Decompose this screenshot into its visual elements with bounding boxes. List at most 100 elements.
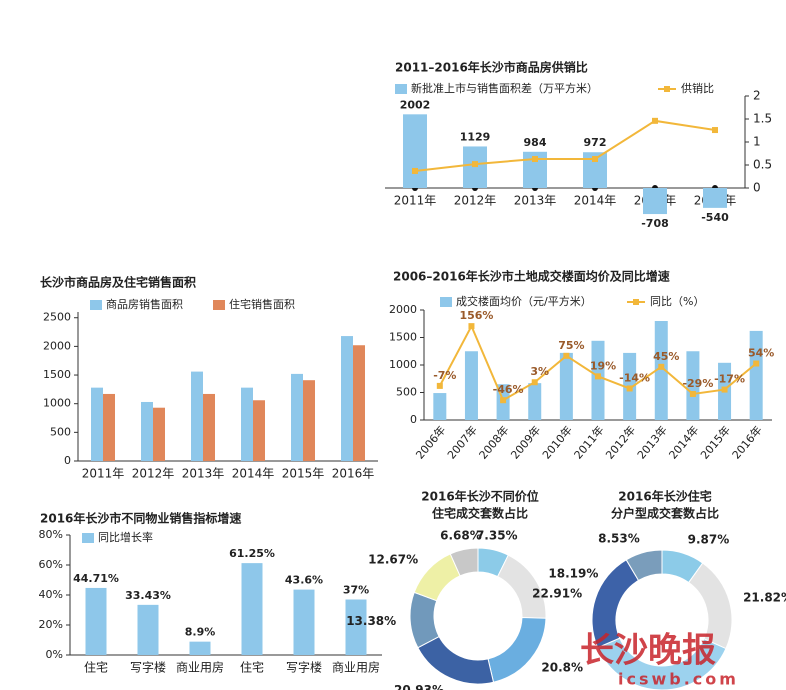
bar (141, 401, 153, 461)
x-tick-label: 2013年 (634, 423, 670, 462)
legend-label: 同比（%） (650, 295, 704, 308)
chart-title: 2016年长沙市不同物业销售指标增速 (40, 511, 241, 526)
watermark-brand: 长沙晚报 (580, 631, 716, 671)
legend-swatch (440, 297, 452, 307)
donut-slice (625, 549, 663, 582)
x-tick-label: 2010年 (539, 423, 575, 462)
bar (403, 114, 427, 188)
value-label: 19% (590, 359, 616, 372)
x-tick-label: 2011年 (571, 423, 607, 462)
line-marker (595, 373, 601, 380)
value-label: 13.38% (346, 614, 396, 628)
bar (291, 373, 303, 461)
x-tick-label: 2012年 (602, 423, 638, 462)
bar (591, 340, 605, 420)
legend-marker (664, 86, 670, 92)
chart-title: 住宅成交套数占比 (432, 506, 528, 521)
value-label: 8.53% (598, 531, 640, 545)
legend-label: 新批准上市与销售面积差（万平方米） (411, 81, 598, 95)
bar (703, 188, 727, 208)
x-tick-label: 2016年 (332, 467, 375, 481)
value-label: 6.68% (440, 528, 482, 542)
line-marker (412, 167, 418, 174)
value-label: 20.8% (541, 661, 583, 675)
donut-slice (449, 547, 479, 577)
bar (293, 589, 315, 655)
line-marker (472, 161, 478, 168)
value-label: -17% (714, 373, 745, 386)
bar (85, 587, 107, 655)
x-tick-label: 2012年 (454, 194, 497, 208)
value-label: -7% (433, 369, 456, 382)
value-label: 18.19% (548, 567, 598, 581)
y-tick-label: 1500 (43, 368, 71, 381)
legend-label: 商品房销售面积 (106, 297, 183, 311)
value-label: 44.71% (73, 572, 119, 585)
x-tick-label: 住宅 (84, 660, 108, 675)
value-label: 54% (748, 347, 774, 360)
value-label: 20.93% (394, 683, 444, 690)
x-tick-label: 2011年 (394, 194, 437, 208)
line-marker (436, 382, 443, 389)
y2-tick-label: 2 (753, 89, 761, 103)
legend-swatch (395, 84, 407, 94)
x-tick-label: 2009年 (508, 423, 544, 462)
y2-tick-label: 0 (753, 181, 761, 195)
line-marker (689, 390, 696, 397)
bar (559, 352, 573, 420)
value-label: 8.9% (185, 626, 216, 639)
bar (463, 146, 487, 188)
y-tick-label: 0 (64, 454, 71, 467)
bar (433, 393, 447, 420)
x-tick-label: 2013年 (182, 467, 225, 481)
line-marker (712, 127, 718, 134)
line-marker (721, 386, 728, 393)
line-marker (658, 363, 665, 370)
y-tick-label: 2000 (43, 339, 71, 352)
y-tick-label: 40% (39, 588, 63, 601)
value-label: 33.43% (125, 589, 171, 602)
value-label: -46% (493, 383, 524, 396)
x-tick-label: 2013年 (514, 194, 557, 208)
value-label: 156% (459, 309, 493, 322)
value-label: 1129 (460, 130, 491, 143)
chart-title: 2016年长沙住宅 (618, 489, 711, 504)
x-tick-label: 2012年 (132, 467, 175, 481)
bar (103, 393, 115, 461)
line-marker (532, 156, 538, 163)
bar (191, 371, 203, 461)
line-marker (468, 323, 475, 330)
bar (189, 641, 211, 655)
legend-swatch (82, 533, 94, 543)
value-label: 22.91% (532, 586, 582, 600)
bar (345, 599, 367, 655)
x-tick-label: 2015年 (697, 423, 733, 462)
y2-tick-label: 1.5 (753, 112, 772, 126)
x-tick-label: 写字楼 (286, 660, 322, 675)
chart-title: 长沙市商品房及住宅销售面积 (40, 275, 196, 290)
value-label: -14% (619, 371, 650, 384)
line-marker (626, 385, 633, 392)
chart-title: 分户型成交套数占比 (611, 506, 719, 521)
y2-tick-label: 0.5 (753, 158, 772, 172)
y-tick-label: 1000 (43, 397, 71, 410)
bar (341, 336, 353, 461)
bar (353, 345, 365, 461)
value-label: 972 (584, 136, 607, 149)
legend-label: 供销比 (681, 81, 714, 95)
line (414, 119, 716, 172)
y-tick-label: 20% (39, 618, 63, 631)
chart-title: 2006–2016年长沙市土地成交楼面均价及同比增速 (393, 269, 670, 284)
y-tick-label: 2500 (43, 311, 71, 324)
bar (137, 604, 159, 655)
x-tick-label: 住宅 (240, 660, 264, 675)
value-label: 984 (524, 136, 547, 149)
bar (91, 387, 103, 461)
line-marker (753, 360, 760, 367)
value-label: 61.25% (229, 547, 275, 560)
x-tick-label: 2014年 (574, 194, 617, 208)
bar (686, 351, 700, 420)
legend-label: 成交楼面均价（元/平方米） (456, 294, 592, 308)
bar (241, 387, 253, 461)
